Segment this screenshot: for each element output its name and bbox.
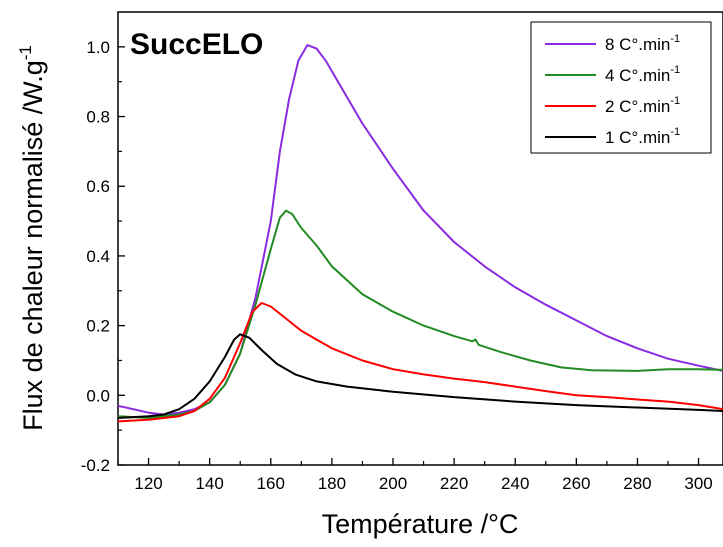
y-tick-label: 0.6 [86,177,110,196]
legend-label-text: 2 C°.min [605,97,670,116]
x-axis-ticks: 120 140 160 180 200 220 240 260 280 300 [117,458,713,493]
x-tick-label: 240 [501,474,529,493]
y-axis-label-main: Flux de chaleur normalisé /W.g [18,60,48,431]
x-tick-label: 180 [318,474,346,493]
y-tick-label: 0.2 [86,317,110,336]
x-tick-label: 300 [684,474,712,493]
y-tick-label: -0.2 [81,456,110,475]
y-axis-label-sup: -1 [16,45,35,60]
x-tick-label: 120 [134,474,162,493]
legend-label-sup: -1 [670,95,680,107]
series-line-2 [118,209,723,419]
x-tick-label: 140 [195,474,223,493]
legend-label-2: 4 C°.min-1 [605,64,680,85]
legend-label-1: 8 C°.min-1 [605,33,680,54]
series-line-1 [118,44,723,416]
y-tick-label: 1.0 [86,38,110,57]
y-tick-label: 0.0 [86,386,110,405]
x-tick-label: 260 [562,474,590,493]
x-axis-label: Température /°C [322,509,519,539]
series-line-4 [118,333,723,419]
series-lines [118,44,723,423]
x-tick-label: 160 [257,474,285,493]
legend-label-sup: -1 [670,126,680,138]
chart-title: SuccELO [130,28,263,61]
x-tick-label: 220 [440,474,468,493]
y-tick-label: 0.8 [86,108,110,127]
legend-label-sup: -1 [670,64,680,76]
series-line-3 [118,302,723,423]
y-axis-ticks: -0.2 0.0 0.2 0.4 0.6 0.8 1.0 [81,38,125,475]
legend-label-4: 1 C°.min-1 [605,126,680,147]
legend-label-text: 4 C°.min [605,66,670,85]
x-tick-label: 200 [379,474,407,493]
legend-label-text: 1 C°.min [605,128,670,147]
legend-label-3: 2 C°.min-1 [605,95,680,116]
y-axis-label: Flux de chaleur normalisé /W.g-1 [16,45,48,431]
plot-frame [117,11,723,466]
y-tick-label: 0.4 [86,247,110,266]
x-tick-label: 280 [623,474,651,493]
legend: 8 C°.min-14 C°.min-12 C°.min-11 C°.min-1 [530,21,712,154]
legend-label-text: 8 C°.min [605,35,670,54]
legend-label-sup: -1 [670,33,680,45]
